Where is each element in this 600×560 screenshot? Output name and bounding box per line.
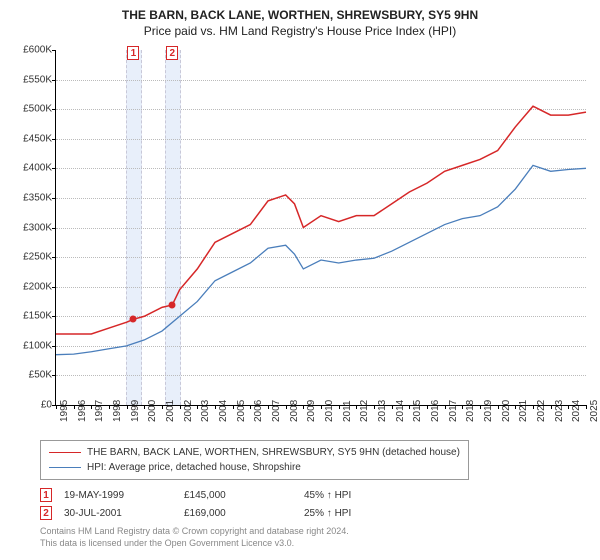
x-tick <box>445 405 446 409</box>
y-axis-label: £150K <box>4 311 52 322</box>
x-tick <box>392 405 393 409</box>
sales-table: 1 19-MAY-1999£145,00045% ↑ HPI 2 30-JUL-200… <box>40 486 424 522</box>
x-tick <box>515 405 516 409</box>
legend-swatch <box>49 467 81 468</box>
x-tick <box>91 405 92 409</box>
legend-label: THE BARN, BACK LANE, WORTHEN, SHREWSBURY… <box>87 447 460 458</box>
sales-date: 19-MAY-1999 <box>64 490 184 501</box>
page-title: THE BARN, BACK LANE, WORTHEN, SHREWSBURY… <box>0 0 600 22</box>
x-tick <box>197 405 198 409</box>
legend-swatch <box>49 452 81 453</box>
page-subtitle: Price paid vs. HM Land Registry's House … <box>0 22 600 38</box>
sales-row: 1 19-MAY-1999£145,00045% ↑ HPI <box>40 486 424 504</box>
y-axis-label: £500K <box>4 104 52 115</box>
sale-dot <box>130 316 137 323</box>
y-axis-label: £200K <box>4 281 52 292</box>
footer-line1: Contains HM Land Registry data © Crown c… <box>40 526 349 538</box>
sale-marker: 2 <box>166 46 178 60</box>
x-tick <box>462 405 463 409</box>
x-tick <box>339 405 340 409</box>
x-tick <box>127 405 128 409</box>
x-tick <box>215 405 216 409</box>
footer-line2: This data is licensed under the Open Gov… <box>40 538 349 550</box>
x-tick <box>268 405 269 409</box>
x-tick <box>427 405 428 409</box>
x-tick <box>180 405 181 409</box>
y-axis-label: £550K <box>4 74 52 85</box>
y-axis-label: £350K <box>4 192 52 203</box>
chart-lines <box>56 50 586 405</box>
legend-row: THE BARN, BACK LANE, WORTHEN, SHREWSBURY… <box>49 445 460 460</box>
x-tick <box>356 405 357 409</box>
x-tick <box>109 405 110 409</box>
x-tick <box>286 405 287 409</box>
sale-dot <box>169 302 176 309</box>
x-tick <box>374 405 375 409</box>
footer-credits: Contains HM Land Registry data © Crown c… <box>40 526 349 549</box>
x-tick <box>303 405 304 409</box>
legend-row: HPI: Average price, detached house, Shro… <box>49 460 460 475</box>
y-axis-label: £0 <box>4 400 52 411</box>
chart-area: £0£50K£100K£150K£200K£250K£300K£350K£400… <box>55 50 586 406</box>
x-tick <box>533 405 534 409</box>
x-tick <box>409 405 410 409</box>
sales-pct: 25% ↑ HPI <box>304 508 424 519</box>
x-axis-label: 2025 <box>589 400 600 422</box>
legend-label: HPI: Average price, detached house, Shro… <box>87 462 301 473</box>
y-axis-label: £400K <box>4 163 52 174</box>
series-property <box>56 106 586 334</box>
y-axis-label: £100K <box>4 340 52 351</box>
sales-price: £145,000 <box>184 490 304 501</box>
x-tick <box>586 405 587 409</box>
x-tick <box>568 405 569 409</box>
series-hpi <box>56 165 586 354</box>
x-tick <box>480 405 481 409</box>
y-axis-label: £600K <box>4 45 52 56</box>
x-tick <box>233 405 234 409</box>
x-tick <box>498 405 499 409</box>
sales-marker: 1 <box>40 488 52 502</box>
x-tick <box>250 405 251 409</box>
x-tick <box>551 405 552 409</box>
x-tick <box>162 405 163 409</box>
y-axis-label: £250K <box>4 252 52 263</box>
x-tick <box>74 405 75 409</box>
y-axis-label: £50K <box>4 370 52 381</box>
x-tick <box>144 405 145 409</box>
legend-box: THE BARN, BACK LANE, WORTHEN, SHREWSBURY… <box>40 440 469 480</box>
x-tick <box>321 405 322 409</box>
sales-marker: 2 <box>40 506 52 520</box>
y-axis-label: £450K <box>4 133 52 144</box>
sale-marker: 1 <box>127 46 139 60</box>
sales-date: 30-JUL-2001 <box>64 508 184 519</box>
x-tick <box>56 405 57 409</box>
sales-row: 2 30-JUL-2001£169,00025% ↑ HPI <box>40 504 424 522</box>
y-axis-label: £300K <box>4 222 52 233</box>
sales-price: £169,000 <box>184 508 304 519</box>
sales-pct: 45% ↑ HPI <box>304 490 424 501</box>
